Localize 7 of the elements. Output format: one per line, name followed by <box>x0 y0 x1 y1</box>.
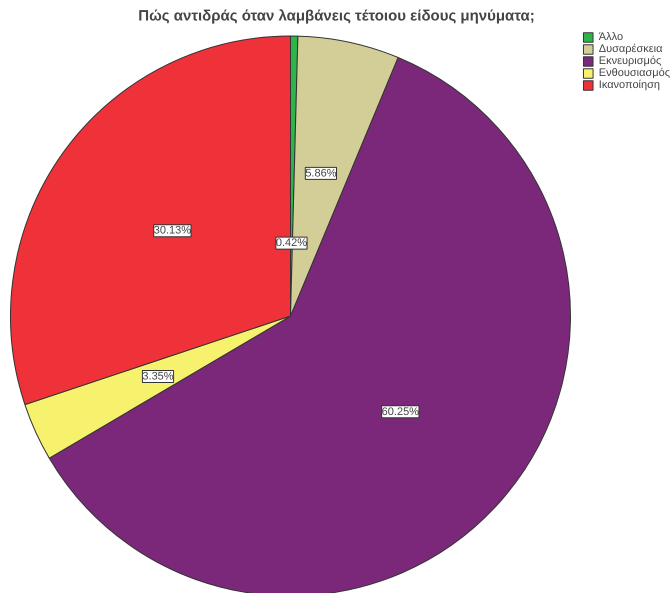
chart-title: Πώς αντιδράς όταν λαμβάνεις τέτοιου είδους μηνύματα; <box>138 8 535 24</box>
data-label: 60.25% <box>382 406 420 418</box>
legend-label: Ενθουσιασμός <box>598 67 670 79</box>
legend-label: Άλλο <box>598 31 624 43</box>
legend-label: Ικανοποίηση <box>598 79 660 91</box>
legend-label: Εκνευρισμός <box>598 55 662 67</box>
legend-label: Δυσαρέσκεια <box>598 43 662 55</box>
